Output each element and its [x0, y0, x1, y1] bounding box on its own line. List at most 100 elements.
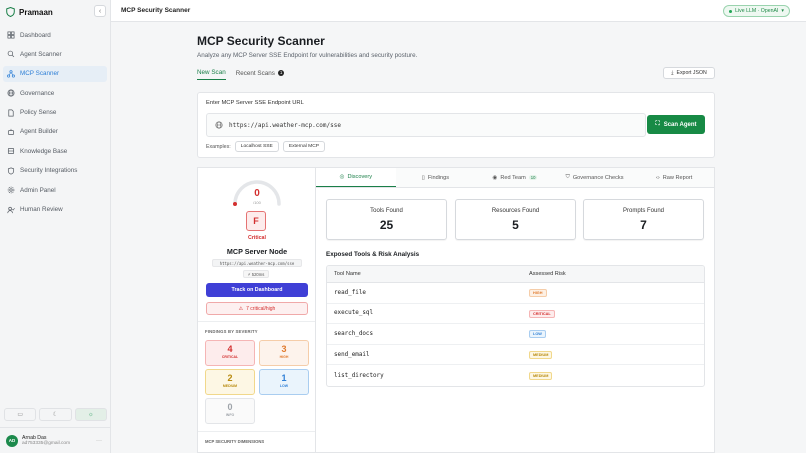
sidebar-item-human-review[interactable]: Human Review: [3, 202, 107, 218]
page-title: MCP Security Scanner: [197, 34, 325, 48]
shield-icon: [7, 167, 15, 175]
tab-recent-scans[interactable]: Recent Scans 1: [236, 66, 285, 80]
sidebar-item-label: Security Integrations: [20, 167, 78, 175]
info-label: INFO: [225, 413, 235, 417]
grid-icon: [7, 31, 15, 39]
risk-badge: HIGH: [529, 289, 547, 298]
prompts-found-card: Prompts Found 7: [583, 199, 704, 240]
sidebar-item-label: Dashboard: [20, 31, 51, 39]
prompts-found-label: Prompts Found: [622, 208, 665, 214]
column-tool-name: Tool Name: [334, 271, 361, 277]
tool-name: list_directory: [334, 372, 384, 379]
sun-icon[interactable]: ☼: [74, 408, 107, 421]
prompts-found-value: 7: [640, 218, 647, 232]
sidebar-item-label: Admin Panel: [20, 186, 56, 194]
tab-raw-report[interactable]: ‹› Raw Report: [634, 168, 714, 187]
tools-found-label: Tools Found: [370, 208, 403, 214]
critical-label: CRITICAL: [221, 355, 239, 359]
low-label: LOW: [279, 384, 289, 388]
sidebar-item-policy-sense[interactable]: Policy Sense: [3, 105, 107, 121]
example-external-mcp[interactable]: External MCP: [282, 141, 325, 152]
globe-icon: [7, 89, 15, 97]
sidebar-item-mcp-scanner[interactable]: MCP Scanner: [3, 65, 107, 82]
brand[interactable]: Pramaan: [6, 6, 53, 18]
recent-count-badge: 1: [277, 70, 285, 76]
avatar: AD: [6, 434, 18, 447]
column-assessed-risk: Assessed Risk: [529, 271, 566, 277]
export-json-button[interactable]: ⤓ Export JSON: [663, 67, 715, 79]
network-icon: [7, 70, 15, 78]
table-row[interactable]: send_email MEDIUM: [327, 345, 704, 366]
info-count: 0: [227, 402, 233, 412]
latency-badge: ⚡ 520ms: [243, 270, 269, 278]
severity-info-card[interactable]: 0 INFO: [205, 398, 255, 424]
server-url: https://api.weather-mcp.com/sse: [212, 259, 302, 267]
risk-badge: CRITICAL: [529, 309, 555, 318]
more-icon[interactable]: ···: [96, 437, 102, 444]
endpoint-url-value: https://api.weather-mcp.com/sse: [229, 121, 341, 129]
tab-governance-checks[interactable]: ⛉ Governance Checks: [555, 168, 635, 187]
user-profile[interactable]: AD Arnab Das ad753335@gmail.com ···: [0, 427, 110, 453]
sidebar-item-label: Agent Builder: [20, 128, 58, 136]
code-icon: ‹›: [656, 174, 660, 181]
endpoint-label: Enter MCP Server SSE Endpoint URL: [206, 100, 304, 106]
risk-badge: LOW: [529, 330, 546, 339]
scan-tabs: New Scan Recent Scans 1: [197, 66, 285, 80]
tab-findings-label: Findings: [427, 174, 450, 181]
severity-critical-card[interactable]: 4 CRITICAL: [205, 340, 255, 366]
moon-icon[interactable]: ☾: [39, 408, 72, 421]
file-icon: ▯: [421, 174, 425, 181]
table-row[interactable]: execute_sql CRITICAL: [327, 304, 704, 325]
sidebar-item-knowledge-base[interactable]: Knowledge Base: [3, 143, 107, 159]
user-email: ad753335@gmail.com: [22, 441, 71, 446]
llm-status-text: Live LLM · OpenAI: [735, 8, 779, 14]
document-icon: [8, 109, 14, 117]
endpoint-url-input[interactable]: https://api.weather-mcp.com/sse: [206, 113, 646, 137]
table-row[interactable]: list_directory MEDIUM: [327, 365, 704, 386]
sidebar-item-governance[interactable]: Governance: [3, 85, 107, 101]
security-score: 0: [254, 188, 260, 199]
critical-summary-button[interactable]: ⚠ 7 critical/high: [206, 302, 308, 315]
example-localhost-sse[interactable]: Localhost SSE: [234, 141, 279, 152]
latency-value: 520ms: [251, 272, 265, 277]
table-row[interactable]: search_docs LOW: [327, 324, 704, 345]
tool-name: read_file: [334, 289, 366, 296]
collapse-sidebar-button[interactable]: ‹: [94, 5, 106, 17]
sidebar-item-agent-builder[interactable]: Agent Builder: [3, 124, 107, 140]
tab-new-scan[interactable]: New Scan: [197, 66, 226, 80]
tab-new-scan-label: New Scan: [197, 69, 226, 76]
sidebar-item-label: Policy Sense: [20, 109, 57, 117]
divider: [198, 321, 316, 322]
sidebar-item-dashboard[interactable]: Dashboard: [3, 27, 107, 43]
severity-low-card[interactable]: 1 LOW: [259, 369, 309, 395]
score-panel: 0 /100 F Critical MCP Server Node https:…: [197, 167, 316, 453]
sidebar-item-agent-scanner[interactable]: Agent Scanner: [3, 46, 107, 62]
severity-high-card[interactable]: 3 HIGH: [259, 340, 309, 366]
critical-summary-label: 7 critical/high: [246, 305, 276, 312]
tab-red-team[interactable]: ◉ Red Team 10: [475, 168, 555, 187]
sidebar-item-label: Knowledge Base: [20, 147, 68, 155]
tab-findings[interactable]: ▯ Findings: [396, 168, 476, 187]
sidebar-item-label: Human Review: [20, 206, 63, 214]
globe-icon: [215, 121, 223, 129]
compass-icon: ◎: [339, 174, 345, 180]
track-on-dashboard-button[interactable]: Track on Dashboard: [206, 283, 308, 297]
sidebar-item-security-integrations[interactable]: Security Integrations: [3, 163, 107, 179]
table-header: Tool Name Assessed Risk: [327, 266, 704, 283]
llm-status-badge[interactable]: Live LLM · OpenAI ▾: [723, 5, 790, 17]
tab-discovery-label: Discovery: [347, 174, 373, 180]
table-row[interactable]: read_file HIGH: [327, 283, 704, 304]
sidebar-item-admin-panel[interactable]: Admin Panel: [3, 182, 107, 198]
scan-agent-button[interactable]: ⛶ Scan Agent: [647, 115, 705, 134]
divider: [198, 431, 316, 432]
monitor-icon[interactable]: ▭: [4, 408, 37, 421]
risk-badge: MEDIUM: [529, 372, 553, 381]
export-json-label: Export JSON: [676, 70, 707, 76]
brand-name: Pramaan: [19, 7, 53, 17]
severity-medium-card[interactable]: 2 MEDIUM: [205, 369, 255, 395]
score-gauge: [233, 180, 281, 206]
tab-discovery[interactable]: ◎ Discovery: [316, 168, 396, 187]
critical-count: 4: [227, 344, 233, 354]
top-bar: MCP Security Scanner Live LLM · OpenAI ▾: [111, 0, 806, 22]
user-check-icon: [7, 206, 15, 213]
